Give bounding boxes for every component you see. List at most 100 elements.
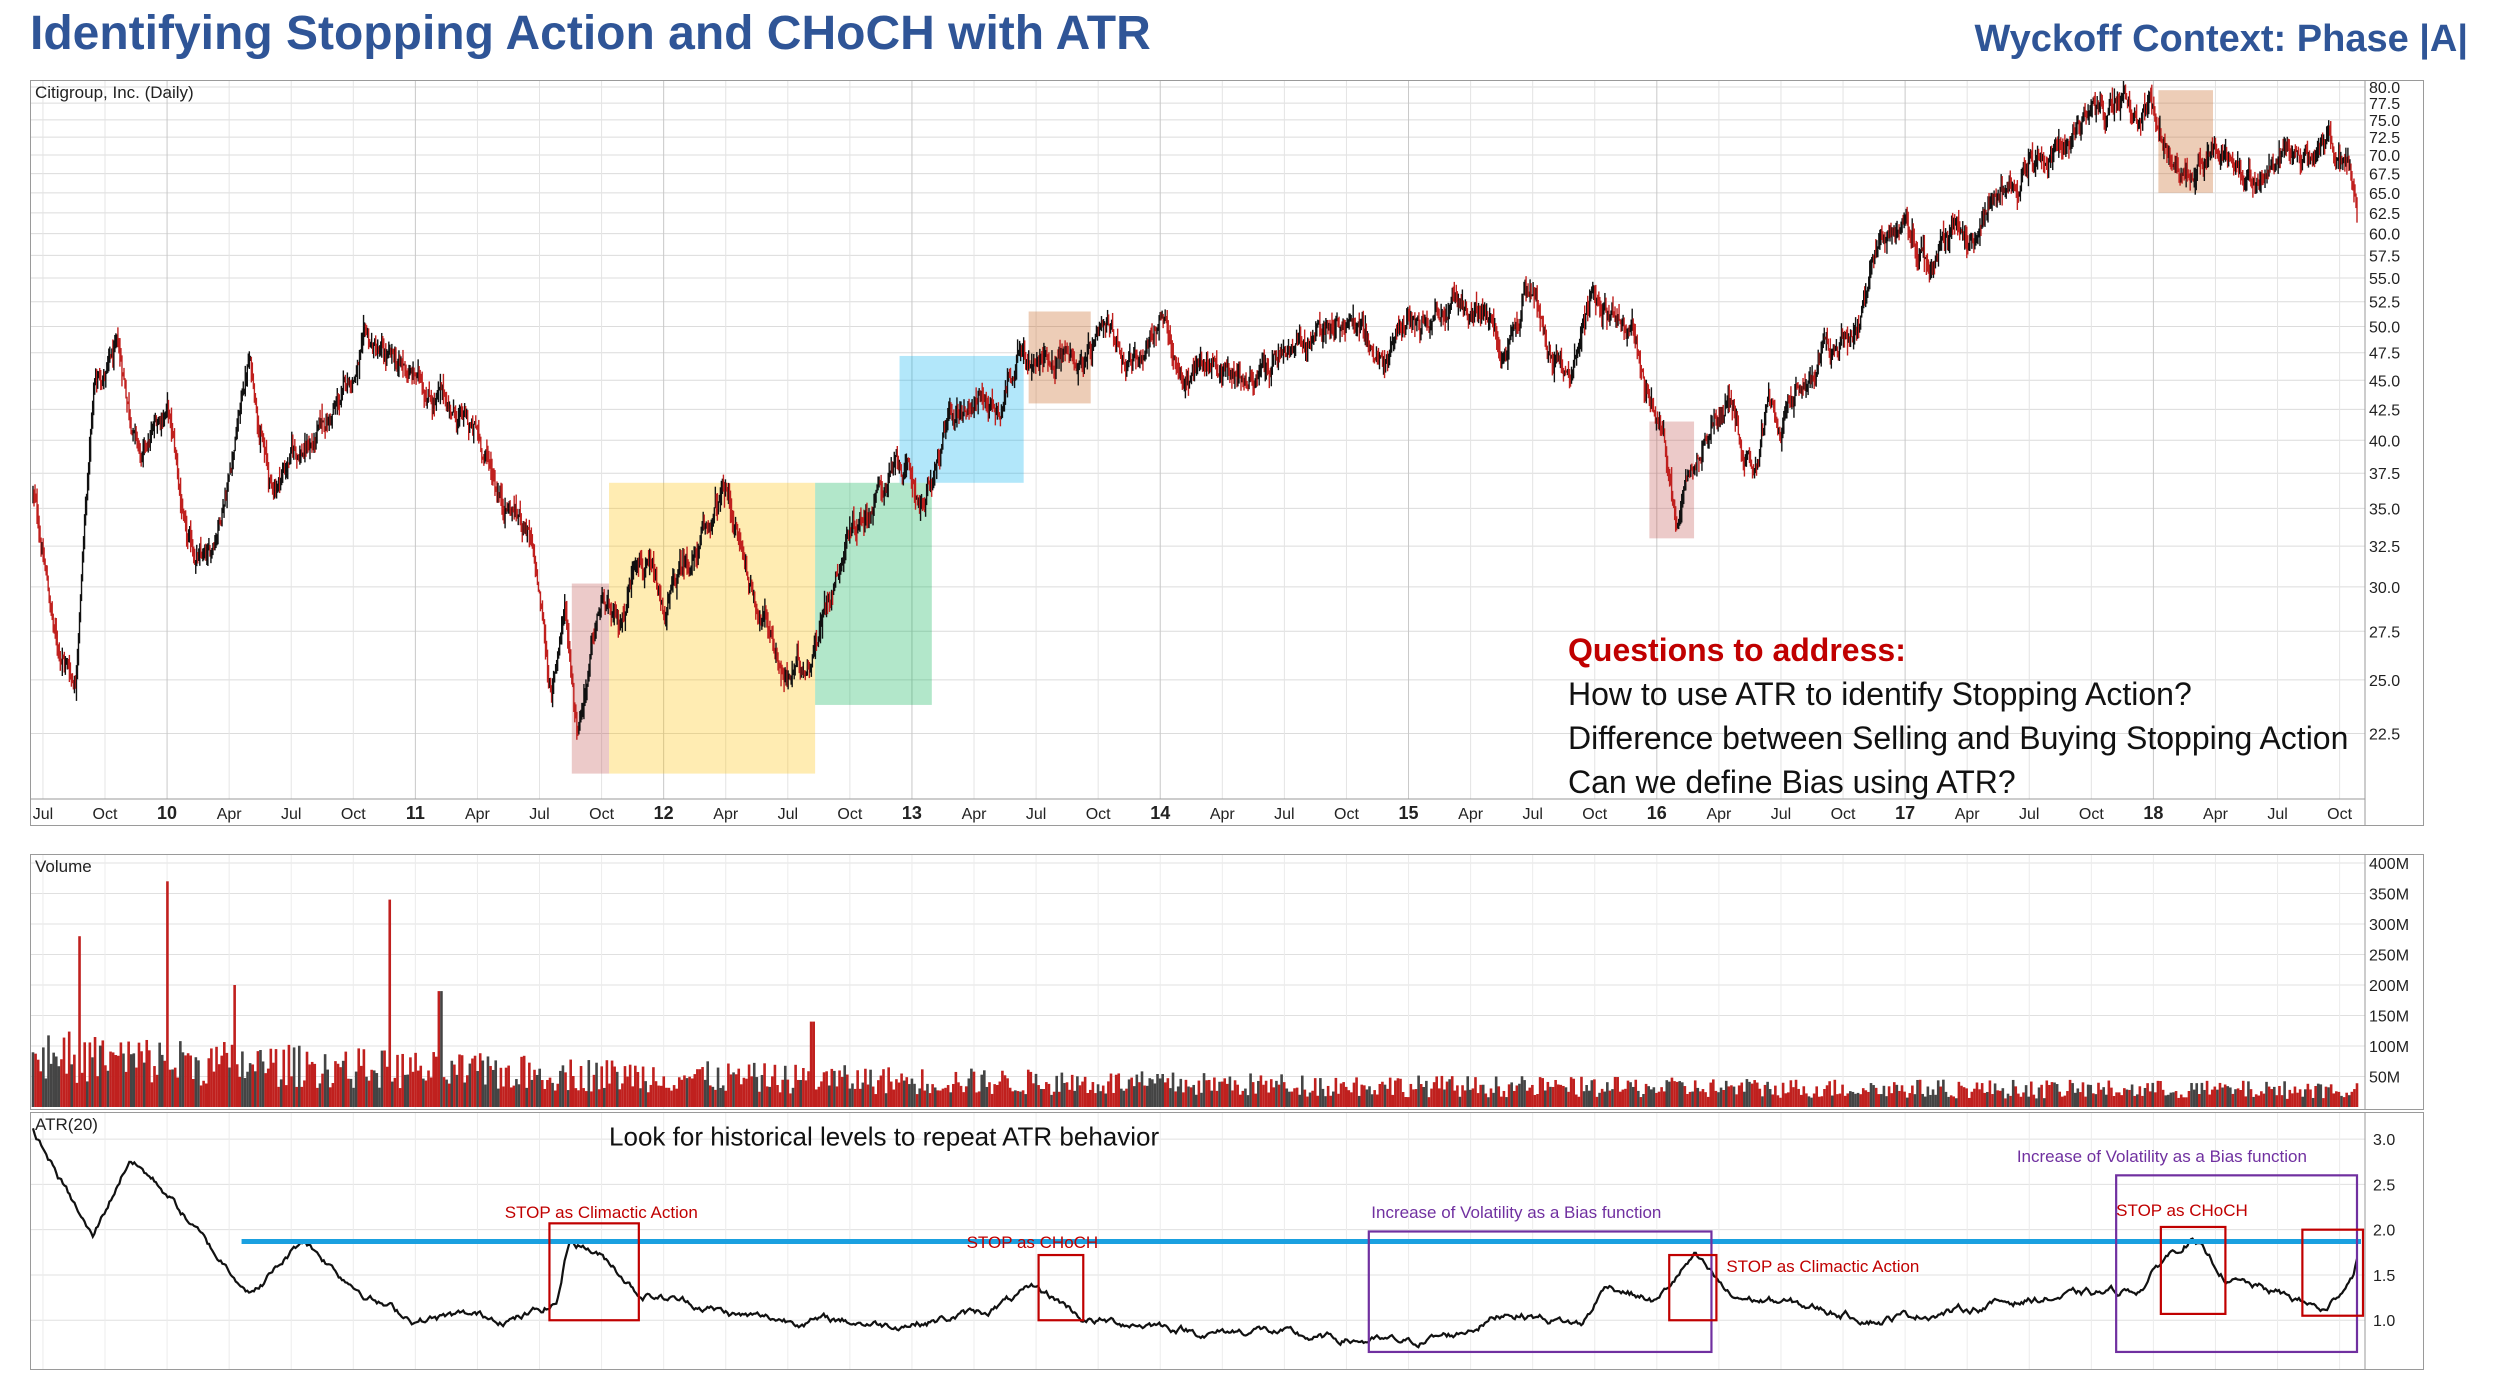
- volume-bar: [1753, 1080, 1756, 1107]
- volume-bar: [1712, 1079, 1715, 1107]
- volume-bar: [2182, 1097, 2186, 1107]
- volume-bar: [1805, 1093, 1808, 1107]
- volume-bar: [649, 1084, 653, 1107]
- volume-bar: [1618, 1091, 1622, 1107]
- volume-bar: [1060, 1072, 1064, 1107]
- volume-bar: [1045, 1082, 1048, 1107]
- volume-bar: [2270, 1089, 2273, 1107]
- volume-bar: [2288, 1089, 2292, 1107]
- volume-bar: [902, 1080, 906, 1107]
- price-y-tick-label: 60.0: [2369, 227, 2400, 244]
- volume-bar: [419, 1065, 423, 1107]
- volume-bar: [1763, 1084, 1767, 1107]
- volume-bars: [31, 881, 2359, 1107]
- volume-bar: [1205, 1080, 1208, 1107]
- volume-bar: [2298, 1089, 2302, 1107]
- volume-bar: [2084, 1096, 2087, 1107]
- volume-bar: [1288, 1091, 1291, 1107]
- volume-bar: [357, 1048, 361, 1107]
- volume-bar: [427, 1070, 430, 1107]
- atr-annotation-choch-2013: STOP as CHoCH: [967, 1233, 1099, 1252]
- volume-bar: [1735, 1094, 1738, 1107]
- atr-annotation-box-2018-right-box: [2301, 1228, 2365, 1317]
- volume-bar: [895, 1079, 898, 1107]
- volume-bar: [719, 1087, 722, 1107]
- volume-bar: [1838, 1093, 1842, 1107]
- volume-bar: [98, 1045, 102, 1107]
- volume-bar: [295, 1086, 298, 1107]
- volume-bar: [2022, 1092, 2025, 1107]
- volume-bar: [1693, 1080, 1697, 1107]
- volume-bar: [951, 1083, 955, 1107]
- volume-bar: [1391, 1094, 1395, 1107]
- volume-bar: [1321, 1088, 1325, 1107]
- volume-bar: [1505, 1097, 1508, 1107]
- volume-bar: [1194, 1094, 1198, 1107]
- volume-bar: [1238, 1094, 1242, 1107]
- volume-bar: [2097, 1082, 2100, 1107]
- volume-bar: [336, 1063, 340, 1107]
- volume-bar: [2102, 1087, 2105, 1107]
- volume-bar: [569, 1059, 572, 1107]
- volume-bar: [1926, 1086, 1930, 1107]
- volume-bar: [1148, 1078, 1152, 1107]
- volume-bar: [553, 1090, 557, 1107]
- volume-bar: [1251, 1082, 1255, 1107]
- volume-bar: [481, 1060, 485, 1107]
- volume-bar: [344, 1051, 348, 1107]
- atr-annotation-choch-2013-box: [1037, 1253, 1085, 1322]
- volume-bar: [1841, 1084, 1844, 1107]
- volume-bar: [184, 1055, 187, 1107]
- volume-bar: [78, 936, 81, 1107]
- volume-bar: [391, 1081, 394, 1107]
- volume-bar: [1445, 1081, 1449, 1107]
- volume-bar: [434, 1056, 438, 1107]
- volume-bar: [696, 1069, 699, 1107]
- volume-bar: [409, 1057, 412, 1107]
- volume-bar: [67, 1031, 71, 1107]
- volume-bar: [1854, 1093, 1857, 1107]
- volume-bar: [1078, 1085, 1082, 1107]
- volume-bar: [365, 1076, 368, 1107]
- volume-bar: [453, 1064, 456, 1107]
- volume-bar: [2151, 1082, 2155, 1107]
- volume-bar: [96, 1076, 99, 1107]
- volume-bar: [1158, 1078, 1162, 1107]
- volume-bar: [2316, 1083, 2320, 1107]
- volume-bar: [1518, 1083, 1521, 1107]
- volume-bar: [2159, 1081, 2162, 1107]
- volume-bar: [1231, 1090, 1234, 1107]
- volume-bar: [199, 1085, 203, 1107]
- volume-bar: [2009, 1095, 2012, 1107]
- volume-bar: [1350, 1092, 1353, 1107]
- volume-bar: [450, 1060, 454, 1107]
- volume-bar: [145, 1039, 149, 1107]
- volume-bar: [277, 1086, 280, 1107]
- volume-bar: [2185, 1097, 2188, 1107]
- volume-bar: [856, 1070, 859, 1107]
- volume-bar: [512, 1085, 516, 1107]
- volume-bar: [1880, 1094, 1883, 1107]
- volume-bar: [778, 1092, 782, 1107]
- volume-bar: [2177, 1097, 2180, 1107]
- volume-bar: [657, 1085, 660, 1107]
- volume-bar: [670, 1090, 673, 1107]
- volume-bar: [1541, 1078, 1544, 1107]
- atr-annotation-volatility-2018-box: [2115, 1174, 2359, 1354]
- volume-bar: [2332, 1093, 2336, 1107]
- volume-bar: [259, 1050, 262, 1107]
- volume-bar: [2218, 1082, 2222, 1107]
- volume-bar: [1319, 1078, 1322, 1107]
- volume-bar: [135, 1067, 138, 1107]
- volume-bar: [1153, 1083, 1157, 1107]
- volume-bar: [2042, 1098, 2046, 1107]
- volume-bar: [1942, 1079, 1945, 1107]
- volume-bar: [1109, 1073, 1113, 1107]
- volume-bar: [1691, 1091, 1694, 1107]
- volume-bar: [2027, 1096, 2030, 1107]
- volume-bar: [1515, 1085, 1519, 1107]
- volume-bar: [1440, 1075, 1444, 1107]
- atr-annotation-climactic-2011: STOP as Climactic Action: [505, 1203, 698, 1222]
- volume-bar: [2060, 1096, 2064, 1107]
- volume-bar: [2107, 1080, 2111, 1107]
